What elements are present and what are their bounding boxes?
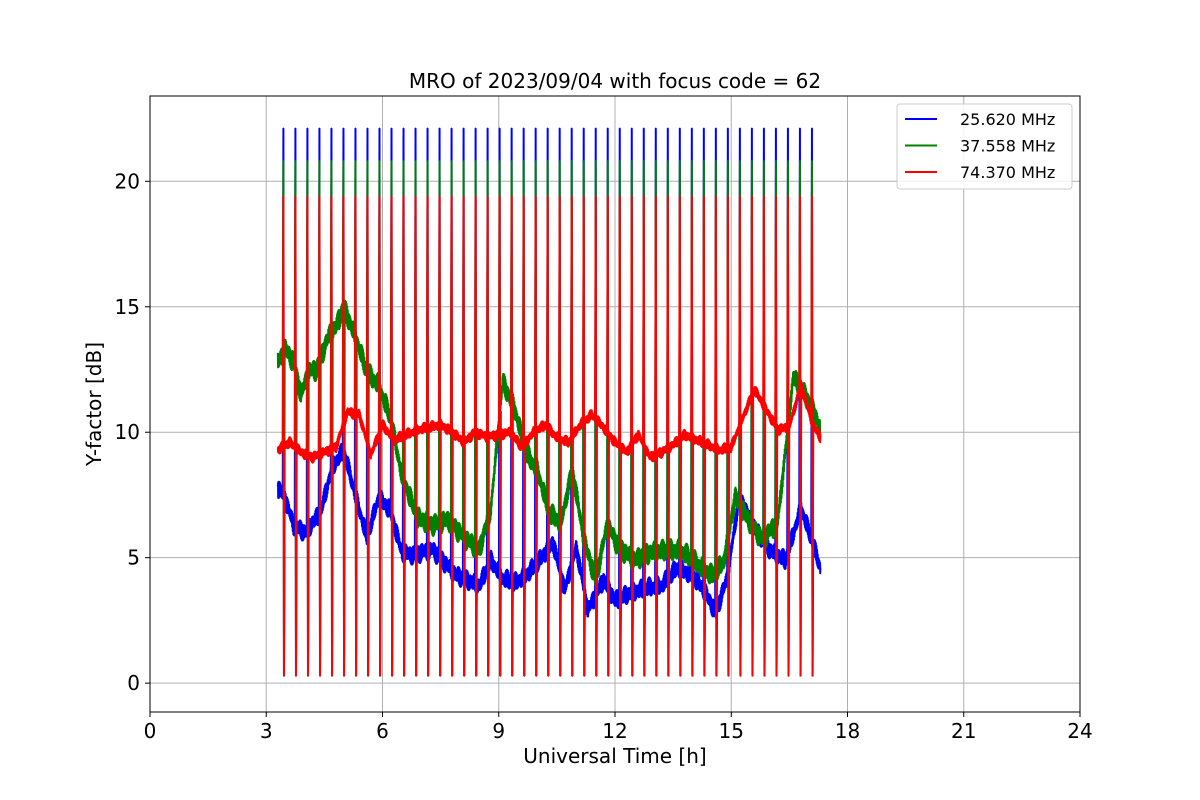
y-tick-label: 0 — [127, 671, 140, 695]
legend-box — [896, 103, 1073, 190]
series-lines — [276, 127, 822, 677]
series-line-3 — [276, 195, 822, 677]
x-tick-label: 9 — [492, 719, 505, 743]
y-tick-label: 15 — [115, 295, 140, 319]
x-tick-label: 24 — [1067, 719, 1092, 743]
x-tick-label: 6 — [376, 719, 389, 743]
legend-label: 37.558 MHz — [960, 137, 1055, 156]
x-tick-label: 21 — [951, 719, 976, 743]
x-axis-label: Universal Time [h] — [523, 744, 706, 768]
x-tick-label: 12 — [602, 719, 627, 743]
legend-label: 25.620 MHz — [960, 110, 1055, 129]
y-tick-label: 5 — [127, 546, 140, 570]
y-axis-label: Y-factor [dB] — [82, 342, 106, 467]
y-tick-label: 20 — [115, 169, 140, 193]
x-tick-label: 3 — [260, 719, 273, 743]
x-tick-label: 0 — [144, 719, 157, 743]
x-tick-label: 18 — [835, 719, 860, 743]
y-tick-label: 10 — [115, 420, 140, 444]
x-tick-label: 15 — [719, 719, 744, 743]
legend-label: 74.370 MHz — [960, 163, 1055, 182]
legend: 25.620 MHz 37.558 MHz 74.370 MHz — [896, 103, 1073, 190]
axis-ticks: 0 3 6 9 12 15 18 21 24 0 5 10 15 20 — [115, 169, 1093, 743]
chart-title: MRO of 2023/09/04 with focus code = 62 — [409, 69, 821, 93]
